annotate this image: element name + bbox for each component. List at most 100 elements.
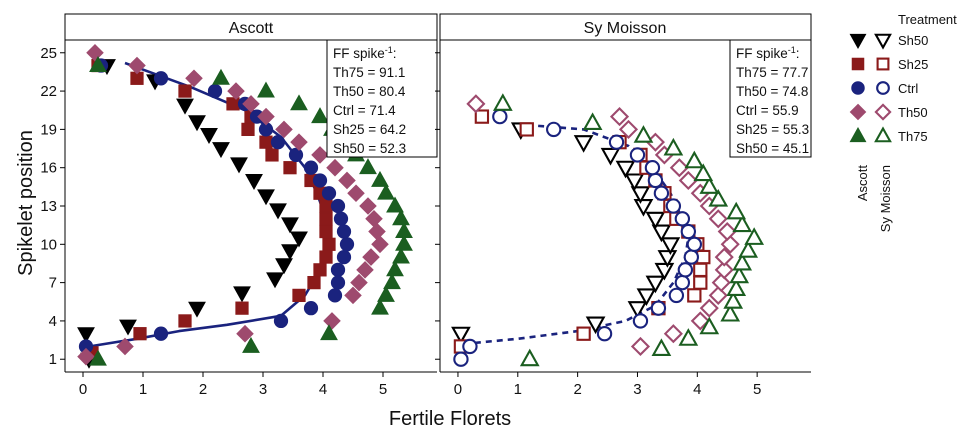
data-point-th50	[609, 107, 630, 127]
legend-label-sh25: Sh25	[898, 57, 928, 72]
data-point-sh50	[212, 142, 230, 159]
data-point-ctrl	[608, 134, 625, 150]
data-point-th50	[720, 234, 740, 254]
data-point-th50	[630, 336, 651, 357]
data-point-sh25	[519, 122, 534, 137]
data-point-sh50	[624, 173, 645, 192]
legend-title: Treatment	[898, 12, 957, 27]
data-point-th50	[690, 311, 710, 331]
annotation-box-sy-moisson: FF spike-1: Th75 = 77.7 Th50 = 74.8 Ctrl…	[729, 39, 812, 158]
data-point-ctrl	[330, 275, 346, 290]
annotation-box-ascott: FF spike-1: Th75 = 91.1 Th50 = 80.4 Ctrl…	[326, 39, 438, 158]
data-point-sh25	[133, 327, 147, 341]
annotation-title-sup: -1	[788, 45, 796, 55]
data-point-ctrl	[546, 121, 562, 138]
data-point-ctrl	[153, 71, 169, 86]
data-point-sh50	[176, 98, 194, 115]
data-point-sh50	[230, 157, 248, 174]
annotation-title-sy-moisson: FF spike-1:	[736, 45, 800, 61]
data-point-sh25	[319, 199, 333, 213]
strip-label-ascott: Ascott	[229, 20, 274, 37]
data-point-th50	[708, 209, 728, 229]
data-point-th75	[651, 338, 672, 357]
data-point-th50	[344, 286, 362, 305]
data-point-sh50	[188, 115, 206, 132]
data-point-ctrl	[303, 160, 319, 175]
legend-label-ctrl: Ctrl	[898, 81, 918, 96]
x-tick-label: 3	[633, 381, 641, 398]
annotation-title-colon: :	[796, 46, 800, 61]
data-point-ctrl	[153, 326, 169, 341]
data-point-sh50	[257, 189, 275, 206]
data-point-th75	[732, 214, 753, 233]
data-point-ctrl	[680, 223, 697, 240]
data-point-sh50	[119, 319, 137, 336]
data-point-sh50	[585, 316, 606, 335]
legend-key-open-sh50	[874, 33, 892, 50]
legend-items: Sh50 Sh25 Ctrl Th50 Th75	[849, 33, 928, 144]
data-point-sh25	[693, 275, 708, 290]
data-point-th75	[708, 188, 729, 207]
data-point-th75	[371, 298, 389, 315]
panel-sy-moisson-marks	[451, 93, 765, 367]
data-point-sh50	[200, 128, 218, 145]
data-point-th75	[395, 234, 413, 251]
data-point-ctrl	[288, 147, 304, 163]
data-point-th50	[347, 184, 365, 203]
data-point-sh50	[281, 244, 299, 261]
data-point-sh50	[451, 326, 471, 345]
data-point-th50	[708, 285, 728, 305]
data-point-sh50	[636, 288, 657, 307]
data-point-sh25	[292, 288, 306, 303]
data-point-ctrl	[333, 211, 349, 226]
data-point-th75	[392, 247, 410, 264]
data-point-ctrl	[683, 249, 700, 265]
legend-key-open-sh25	[876, 57, 890, 71]
data-point-th50	[669, 158, 689, 178]
data-point-sh25	[313, 263, 327, 277]
data-point-ctrl	[647, 172, 664, 189]
data-point-sh25	[259, 135, 273, 149]
series-th75	[492, 93, 765, 367]
data-point-th75	[699, 316, 720, 335]
annotation-title-text: FF spike	[736, 46, 788, 61]
series-th50	[466, 94, 740, 357]
data-point-sh25	[474, 109, 490, 124]
data-point-th50	[362, 248, 380, 266]
x-tick-label: 1	[139, 381, 147, 398]
x-axis-title: Fertile Florets	[389, 408, 511, 429]
data-point-sh50	[290, 231, 308, 248]
y-tick-label: 10	[40, 236, 57, 253]
y-tick-label: 19	[40, 121, 57, 138]
legend-label-sh50: Sh50	[898, 33, 928, 48]
annotation-title-sup: -1	[385, 45, 393, 55]
x-tick-label: 2	[573, 381, 581, 398]
legend-key-filled-sh50	[849, 33, 867, 50]
data-point-sh50	[654, 262, 675, 281]
data-point-th50	[714, 247, 734, 267]
data-point-ctrl	[668, 287, 685, 304]
x-tick-label: 4	[693, 381, 701, 398]
data-point-ctrl	[273, 313, 289, 329]
series-sh50	[451, 122, 681, 345]
data-point-sh25	[696, 249, 711, 265]
data-point-th75	[392, 209, 410, 226]
annotation-title-ascott: FF spike-1:	[333, 45, 397, 61]
data-point-sh50	[188, 301, 206, 318]
data-point-th75	[723, 291, 744, 309]
annotation-title-text: FF spike	[333, 46, 385, 61]
data-point-th50	[116, 337, 134, 356]
data-point-th50	[290, 133, 308, 151]
data-point-sh25	[226, 97, 240, 111]
data-point-sh50	[627, 301, 648, 319]
data-point-ctrl	[677, 262, 694, 278]
data-point-ctrl	[686, 236, 702, 252]
data-point-th75	[359, 158, 377, 175]
data-point-th75	[212, 68, 230, 85]
data-point-sh25	[319, 250, 333, 264]
data-point-th75	[395, 222, 413, 238]
data-point-th75	[89, 349, 107, 366]
data-point-th75	[732, 252, 753, 271]
data-point-th50	[77, 347, 95, 366]
data-point-th50	[368, 222, 386, 241]
